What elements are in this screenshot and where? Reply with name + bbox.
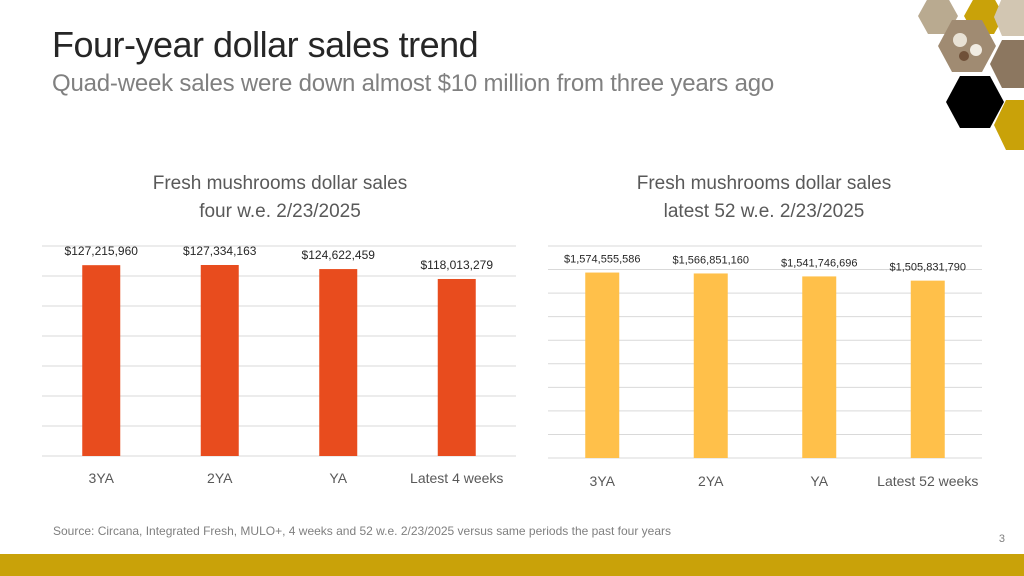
mushroom-cap-1: [953, 33, 967, 47]
left-chart-title-line-2: four w.e. 2/23/2025: [100, 198, 460, 226]
bar-2ya: [201, 265, 239, 456]
right-chart-title-line-2: latest 52 w.e. 2/23/2025: [584, 198, 944, 226]
slide-title: Four-year dollar sales trend: [52, 24, 478, 66]
right-chart-title: Fresh mushrooms dollar sales latest 52 w…: [584, 170, 944, 226]
data-label: $127,334,163: [183, 244, 257, 258]
bar-ya: [319, 269, 357, 456]
data-label: $1,574,555,586: [564, 254, 640, 266]
mushroom-cap-3: [959, 51, 969, 61]
bar-latest-4-weeks: [438, 279, 476, 456]
data-label: $124,622,459: [302, 248, 376, 262]
hex-black-left: [946, 76, 1004, 128]
right-bar-chart: $1,574,555,586 3YA $1,566,851,160 2YA $1,541…: [544, 240, 994, 500]
right-chart-title-line-1: Fresh mushrooms dollar sales: [584, 170, 944, 198]
slide-subtitle: Quad-week sales were down almost $10 mil…: [52, 70, 774, 98]
footer-bar: [0, 554, 1024, 576]
left-bar-chart: $127,215,960 3YA $127,334,163 2YA $124,622,4…: [40, 240, 520, 500]
bar-3ya: [82, 265, 120, 456]
category-label: 3YA: [89, 470, 115, 486]
category-label: Latest 4 weeks: [410, 470, 503, 486]
bar-latest-52-weeks: [911, 281, 945, 458]
category-label: 2YA: [207, 470, 233, 486]
bar-3ya: [585, 273, 619, 458]
bar-2ya: [694, 273, 728, 458]
category-label: Latest 52 weeks: [877, 473, 978, 489]
category-label: YA: [329, 470, 347, 486]
data-label: $127,215,960: [65, 244, 139, 258]
category-label: 2YA: [698, 473, 724, 489]
page-number: 3: [999, 533, 1005, 545]
left-chart-title-line-1: Fresh mushrooms dollar sales: [100, 170, 460, 198]
category-label: 3YA: [590, 473, 616, 489]
mushroom-cap-2: [970, 44, 982, 56]
left-chart-title: Fresh mushrooms dollar sales four w.e. 2…: [100, 170, 460, 226]
bar-ya: [802, 276, 836, 458]
category-label: YA: [810, 473, 828, 489]
data-label: $1,541,746,696: [781, 257, 857, 269]
data-label: $1,566,851,160: [673, 254, 749, 266]
data-label: $1,505,831,790: [890, 262, 966, 274]
hex-photo-small: [994, 0, 1024, 36]
honeycomb-photo-decoration: [890, 0, 1024, 152]
data-label: $118,013,279: [420, 258, 493, 272]
source-note: Source: Circana, Integrated Fresh, MULO+…: [53, 524, 671, 538]
